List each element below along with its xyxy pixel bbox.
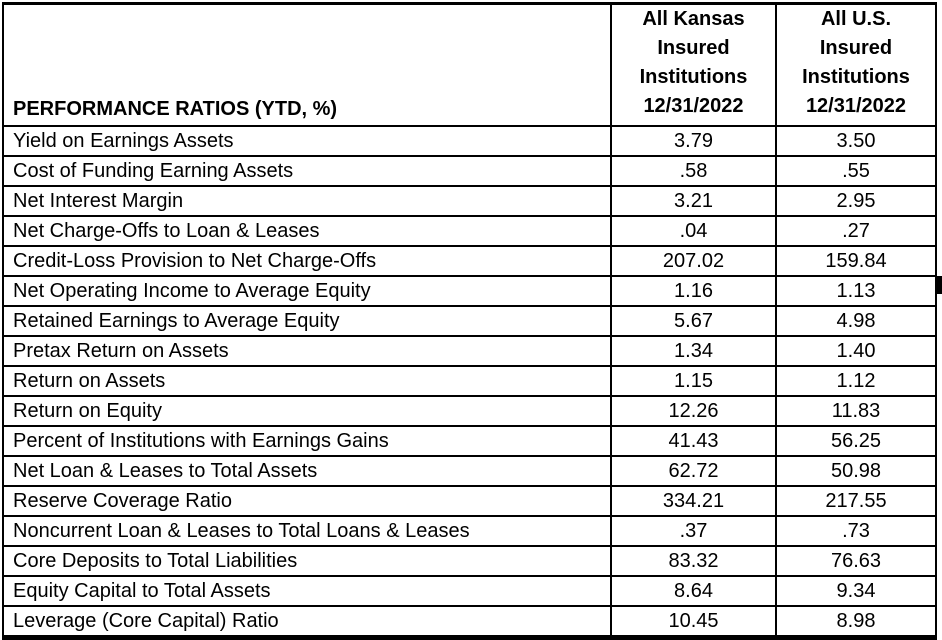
us-value-cell: 9.34: [775, 575, 937, 607]
table-row: Reserve Coverage Ratio 334.21 217.55: [2, 485, 937, 517]
ratio-label-cell: Pretax Return on Assets: [2, 335, 612, 367]
table-row: Net Charge-Offs to Loan & Leases .04 .27: [2, 215, 937, 247]
table-row: Return on Equity 12.26 11.83: [2, 395, 937, 427]
table-row: Core Deposits to Total Liabilities 83.32…: [2, 545, 937, 577]
ratio-label-cell: Reserve Coverage Ratio: [2, 485, 612, 517]
kansas-value-cell: 3.79: [610, 125, 777, 157]
table-row: Pretax Return on Assets 1.34 1.40: [2, 335, 937, 367]
ratio-label-cell: Net Charge-Offs to Loan & Leases: [2, 215, 612, 247]
column-header-us: All U.S. Insured Institutions 12/31/2022: [775, 2, 937, 127]
ratio-label-cell: Percent of Institutions with Earnings Ga…: [2, 425, 612, 457]
table-row: Return on Assets 1.15 1.12: [2, 365, 937, 397]
table-row: Credit-Loss Provision to Net Charge-Offs…: [2, 245, 937, 277]
us-value-cell: 1.40: [775, 335, 937, 367]
ratio-label-cell: Retained Earnings to Average Equity: [2, 305, 612, 337]
kansas-value-cell: 3.21: [610, 185, 777, 217]
us-value-cell: 11.83: [775, 395, 937, 427]
us-value-cell: 50.98: [775, 455, 937, 487]
us-value-cell: 217.55: [775, 485, 937, 517]
ratio-label-cell: Return on Assets: [2, 365, 612, 397]
kansas-value-cell: .58: [610, 155, 777, 187]
kansas-value-cell: 62.72: [610, 455, 777, 487]
kansas-value-cell: .37: [610, 515, 777, 547]
us-value-cell: 1.13: [775, 275, 937, 307]
us-value-cell: 159.84: [775, 245, 937, 277]
us-value-cell: 3.50: [775, 125, 937, 157]
kansas-value-cell: 8.64: [610, 575, 777, 607]
table-row: Net Operating Income to Average Equity 1…: [2, 275, 937, 307]
table-header: PERFORMANCE RATIOS (YTD, %) All Kansas I…: [2, 2, 937, 127]
us-value-cell: 2.95: [775, 185, 937, 217]
ratio-label-cell: Leverage (Core Capital) Ratio: [2, 605, 612, 639]
table-row: Net Loan & Leases to Total Assets 62.72 …: [2, 455, 937, 487]
us-value-cell: 1.12: [775, 365, 937, 397]
us-value-cell: .55: [775, 155, 937, 187]
ratio-label-cell: Return on Equity: [2, 395, 612, 427]
ratio-label-cell: Yield on Earnings Assets: [2, 125, 612, 157]
ratio-label-cell: Credit-Loss Provision to Net Charge-Offs: [2, 245, 612, 277]
us-value-cell: .27: [775, 215, 937, 247]
kansas-value-cell: .04: [610, 215, 777, 247]
table-row: Leverage (Core Capital) Ratio 10.45 8.98: [2, 605, 937, 639]
kansas-value-cell: 83.32: [610, 545, 777, 577]
table-row: Percent of Institutions with Earnings Ga…: [2, 425, 937, 457]
table-row: Equity Capital to Total Assets 8.64 9.34: [2, 575, 937, 607]
kansas-value-cell: 5.67: [610, 305, 777, 337]
kansas-value-cell: 41.43: [610, 425, 777, 457]
kansas-value-cell: 207.02: [610, 245, 777, 277]
table-row: Yield on Earnings Assets 3.79 3.50: [2, 125, 937, 157]
table-row: Net Interest Margin 3.21 2.95: [2, 185, 937, 217]
table-row: Retained Earnings to Average Equity 5.67…: [2, 305, 937, 337]
ratio-label-cell: Core Deposits to Total Liabilities: [2, 545, 612, 577]
ratio-label-cell: Equity Capital to Total Assets: [2, 575, 612, 607]
kansas-value-cell: 1.16: [610, 275, 777, 307]
kansas-value-cell: 12.26: [610, 395, 777, 427]
us-value-cell: .73: [775, 515, 937, 547]
table-title: PERFORMANCE RATIOS (YTD, %): [2, 2, 612, 127]
us-value-cell: 4.98: [775, 305, 937, 337]
table-row: Cost of Funding Earning Assets .58 .55: [2, 155, 937, 187]
kansas-value-cell: 334.21: [610, 485, 777, 517]
kansas-value-cell: 10.45: [610, 605, 777, 639]
us-value-cell: 76.63: [775, 545, 937, 577]
us-value-cell: 8.98: [775, 605, 937, 639]
column-header-kansas: All Kansas Insured Institutions 12/31/20…: [610, 2, 777, 127]
table-body: Yield on Earnings Assets 3.79 3.50 Cost …: [2, 125, 937, 639]
header-row: PERFORMANCE RATIOS (YTD, %) All Kansas I…: [2, 2, 937, 127]
ratio-label-cell: Noncurrent Loan & Leases to Total Loans …: [2, 515, 612, 547]
ratio-label-cell: Net Loan & Leases to Total Assets: [2, 455, 612, 487]
ratio-label-cell: Net Interest Margin: [2, 185, 612, 217]
ratio-label-cell: Net Operating Income to Average Equity: [2, 275, 612, 307]
kansas-value-cell: 1.34: [610, 335, 777, 367]
ratio-label-cell: Cost of Funding Earning Assets: [2, 155, 612, 187]
kansas-value-cell: 1.15: [610, 365, 777, 397]
table-row: Noncurrent Loan & Leases to Total Loans …: [2, 515, 937, 547]
us-value-cell: 56.25: [775, 425, 937, 457]
scan-artifact-mark: [935, 276, 942, 294]
